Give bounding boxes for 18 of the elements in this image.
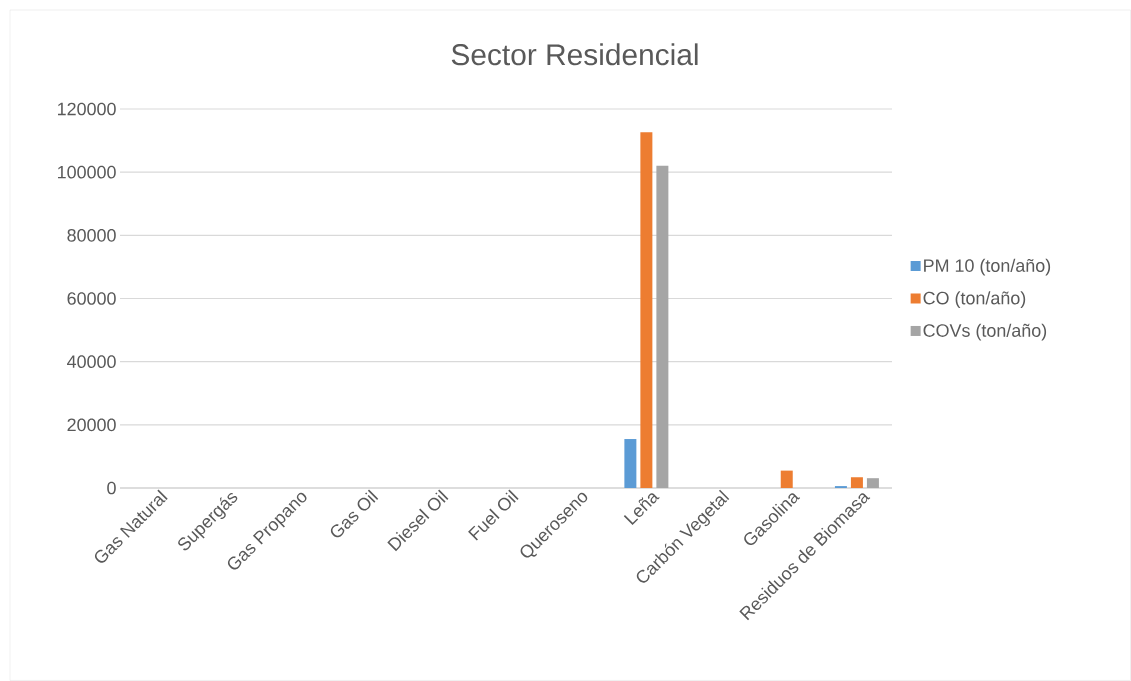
y-tick-label: 80000	[67, 228, 116, 242]
y-tick-label: 20000	[67, 418, 116, 432]
chart-title: Sector Residencial	[451, 43, 698, 66]
legend-label: COVs (ton/año)	[923, 323, 1047, 341]
bar	[850, 477, 863, 488]
x-tick-label: Gas Oil	[330, 489, 379, 538]
bar	[640, 132, 653, 488]
bar	[866, 478, 879, 488]
y-tick-label: 60000	[67, 292, 116, 305]
legend-label: PM 10 (ton/año)	[924, 258, 1051, 276]
legend-label: CO (ton/año)	[923, 291, 1026, 308]
y-tick-label: 120000	[58, 102, 116, 116]
bar	[656, 165, 669, 488]
y-tick-label: 40000	[67, 355, 116, 368]
y-tick-label: 100000	[58, 165, 116, 179]
bar	[624, 439, 637, 488]
y-tick-label: 0	[107, 481, 116, 495]
bar	[780, 470, 793, 488]
